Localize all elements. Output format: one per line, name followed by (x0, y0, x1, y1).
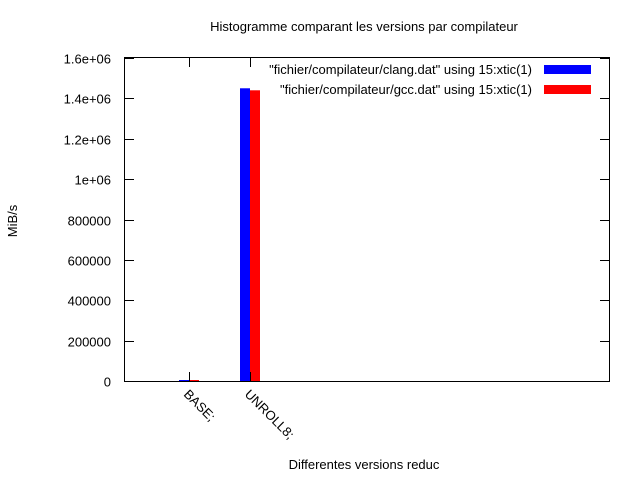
y-axis-label: MiB/s (5, 204, 20, 237)
legend-swatch-clang (544, 65, 591, 74)
legend: "fichier/compilateur/clang.dat" using 15… (269, 62, 591, 97)
x-axis-ticks: BASE; UNROLL8; (181, 58, 298, 443)
bars (179, 88, 260, 382)
bar-gcc-0 (189, 380, 199, 381)
x-tick-label: UNROLL8; (242, 387, 298, 443)
y-tick-label: 1.6e+06 (64, 52, 111, 67)
y-tick-label: 800000 (68, 214, 111, 229)
y-axis-ticks: 0 200000 400000 600000 800000 1e+06 1.2e+06 1.4… (64, 52, 609, 390)
y-tick-label: 0 (104, 375, 111, 390)
y-tick-label: 1e+06 (74, 173, 111, 188)
plot-frame (124, 57, 610, 382)
y-tick-label: 200000 (68, 335, 111, 350)
x-axis-label: Differentes versions reduc (289, 457, 440, 472)
chart-title: Histogramme comparant les versions par c… (210, 19, 518, 34)
y-tick-label: 1.4e+06 (64, 92, 111, 107)
legend-label: "fichier/compilateur/clang.dat" using 15… (269, 62, 532, 77)
y-tick-label: 600000 (68, 254, 111, 269)
bar-clang-0 (179, 380, 189, 381)
legend-swatch-gcc (544, 85, 591, 94)
y-tick-label: 400000 (68, 294, 111, 309)
x-tick-label: BASE; (181, 387, 219, 425)
legend-label: "fichier/compilateur/gcc.dat" using 15:x… (280, 82, 532, 97)
bar-gcc-1 (250, 90, 260, 382)
bar-clang-1 (240, 88, 250, 381)
y-tick-label: 1.2e+06 (64, 133, 111, 148)
